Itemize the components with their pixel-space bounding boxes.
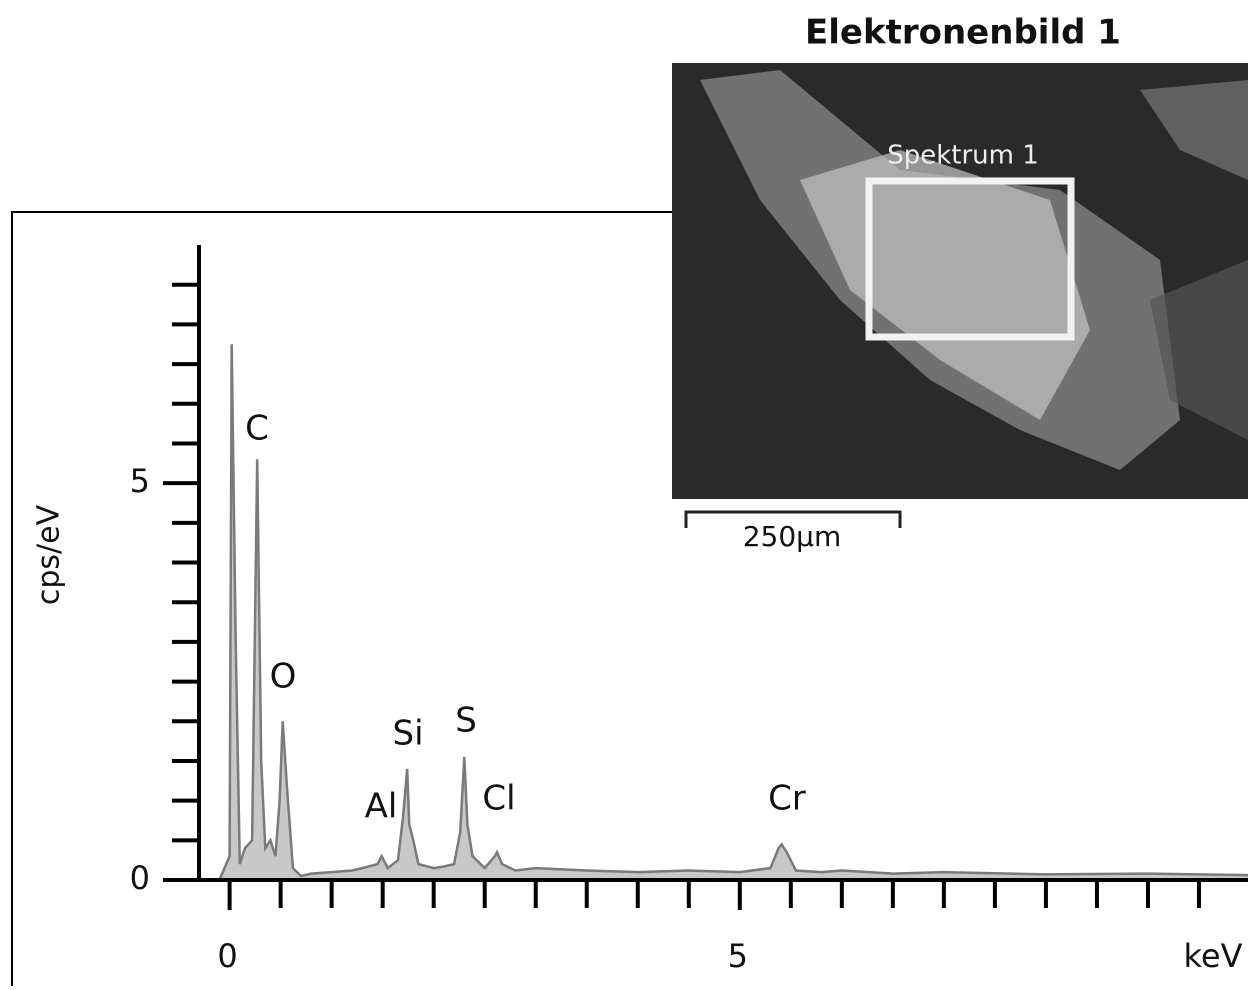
chart: Elektronenbild 1 Spektrum 1 250µm cps/eV… <box>0 0 1248 986</box>
y-axis-label: cps/eV <box>32 504 67 605</box>
peak-label: Cl <box>482 779 515 819</box>
peak-label: C <box>245 409 269 449</box>
x-tick-label: 5 <box>728 937 748 975</box>
electron-image <box>672 63 1248 499</box>
peak-label: Al <box>365 787 398 827</box>
y-tick-label: 0 <box>130 859 150 897</box>
peak-label: O <box>270 657 297 697</box>
peak-label: Si <box>392 714 423 754</box>
scale-label: 250µm <box>743 520 842 553</box>
y-tick-label: 5 <box>130 462 150 500</box>
region-label: Spektrum 1 <box>887 141 1039 171</box>
peak-label: S <box>455 701 477 741</box>
image-title: Elektronenbild 1 <box>805 13 1121 53</box>
x-axis-label: keV <box>1184 937 1243 975</box>
peak-label: Cr <box>768 779 806 819</box>
x-tick-label: 0 <box>217 937 237 975</box>
